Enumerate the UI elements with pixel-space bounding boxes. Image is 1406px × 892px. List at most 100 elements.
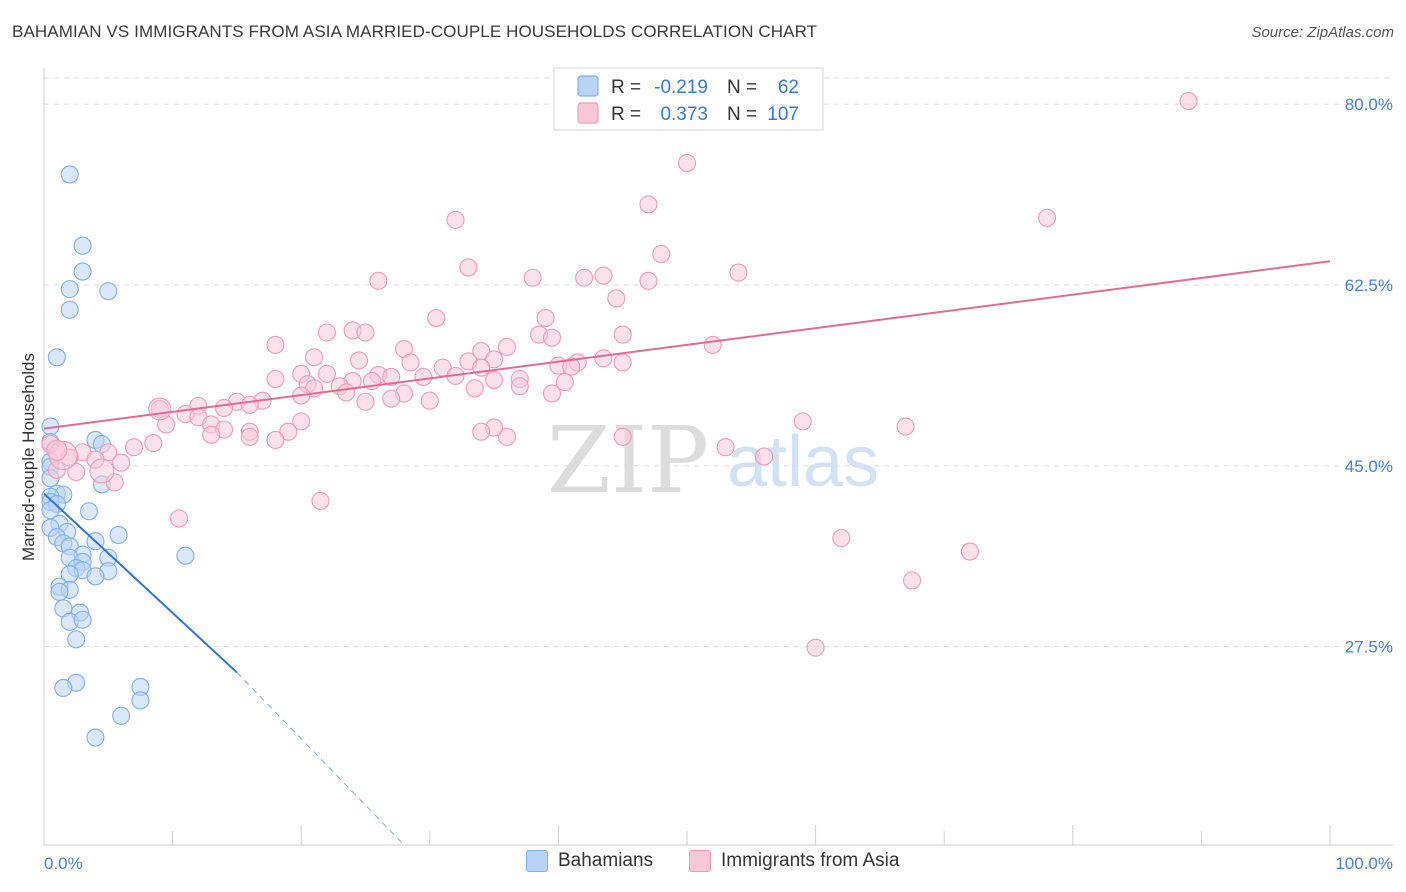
- data-point: [317, 323, 336, 342]
- legend-n-label-bahamians: N =: [727, 77, 757, 98]
- data-point: [832, 529, 851, 548]
- data-point: [169, 509, 189, 528]
- data-point: [446, 210, 465, 229]
- data-point: [575, 268, 594, 287]
- data-point: [562, 357, 581, 376]
- data-point: [89, 458, 115, 484]
- data-point: [1038, 208, 1057, 227]
- data-point: [639, 271, 658, 290]
- data-point: [1179, 92, 1198, 111]
- legend-color-bahamians: [526, 850, 548, 872]
- data-point: [607, 289, 626, 308]
- data-point: [613, 353, 632, 372]
- trend-line-immigrants-from-asia: [43, 260, 1331, 430]
- data-point: [793, 412, 812, 431]
- data-point: [414, 367, 433, 386]
- trend-line-bahamians-extension: [236, 672, 405, 846]
- data-point: [60, 165, 79, 184]
- data-point: [305, 348, 324, 367]
- data-point: [144, 434, 163, 453]
- data-point: [73, 262, 92, 281]
- legend-frame: [553, 67, 824, 131]
- data-point: [703, 335, 722, 354]
- data-point: [60, 300, 79, 319]
- y-tick-label: 27.5%: [1345, 638, 1393, 657]
- legend-swatch-immigrants-from-asia: [577, 102, 599, 124]
- data-point: [148, 397, 172, 421]
- data-point: [806, 638, 825, 657]
- data-point: [86, 567, 105, 586]
- legend-r-value-immigrants-from-asia: 0.373: [660, 104, 708, 125]
- data-point: [112, 453, 131, 472]
- data-point: [202, 425, 221, 444]
- data-point: [555, 373, 574, 392]
- legend-item-immigrants-from-asia: Immigrants from Asia: [689, 850, 899, 872]
- data-point: [112, 706, 131, 725]
- data-point: [41, 501, 60, 520]
- trend-line-bahamians: [43, 492, 238, 674]
- data-point: [729, 263, 748, 282]
- data-point: [716, 438, 735, 457]
- data-point: [79, 502, 99, 521]
- source-label: Source: ZipAtlas.com: [1251, 24, 1394, 41]
- data-point: [124, 438, 144, 457]
- data-point: [472, 422, 491, 441]
- data-point: [594, 349, 613, 368]
- data-point: [337, 383, 356, 402]
- watermark-atlas: atlas: [727, 422, 879, 502]
- legend-swatch-bahamians: [577, 75, 599, 97]
- legend-label-immigrants-from-asia: Immigrants from Asia: [721, 850, 900, 871]
- data-point: [960, 542, 979, 561]
- legend-n-label-immigrants-from-asia: N =: [727, 104, 757, 125]
- series-legend: Bahamians Immigrants from Asia: [0, 850, 1406, 880]
- data-point: [214, 398, 234, 417]
- correlation-legend: R = -0.219 N = 62 R = 0.373 N = 107: [553, 67, 824, 131]
- data-point: [542, 328, 562, 347]
- grid-lines: [44, 77, 1393, 648]
- data-point: [46, 439, 68, 461]
- data-point: [292, 412, 311, 431]
- data-point: [131, 691, 150, 710]
- data-point: [613, 427, 632, 446]
- data-point: [639, 195, 658, 214]
- data-point: [485, 370, 504, 390]
- legend-r-value-bahamians: -0.219: [654, 77, 708, 98]
- data-point: [677, 154, 697, 173]
- data-point: [47, 348, 66, 367]
- data-point: [279, 422, 298, 441]
- data-point: [356, 392, 375, 411]
- trend-lines: [43, 260, 1331, 846]
- chart-title: BAHAMIAN VS IMMIGRANTS FROM ASIA MARRIED…: [12, 22, 818, 41]
- watermark-zip: ZIP: [547, 407, 709, 514]
- data-point: [50, 582, 69, 601]
- data-point: [266, 430, 285, 450]
- data-point: [465, 379, 484, 398]
- data-point: [60, 280, 79, 299]
- legend-item-bahamians: Bahamians: [526, 850, 653, 872]
- data-point: [240, 395, 259, 414]
- legend-label-bahamians: Bahamians: [558, 850, 654, 871]
- legend-n-value-bahamians: 62: [778, 77, 799, 98]
- data-point: [176, 546, 195, 565]
- data-point: [896, 417, 915, 436]
- data-point: [472, 358, 491, 377]
- data-point: [266, 369, 285, 389]
- data-point: [382, 367, 401, 386]
- data-point: [613, 325, 632, 344]
- data-point: [54, 678, 73, 697]
- y-axis-label: Married-couple Households: [19, 353, 38, 561]
- data-point: [350, 351, 369, 370]
- data-point: [99, 282, 118, 301]
- x-tick-label-max: 100.0%: [1335, 854, 1393, 873]
- x-axis-ticks: [43, 825, 1331, 845]
- y-tick-label: 45.0%: [1345, 457, 1393, 476]
- data-point: [427, 308, 446, 328]
- data-point: [382, 389, 401, 408]
- data-point: [510, 377, 529, 396]
- legend-r-label-immigrants-from-asia: R =: [611, 104, 641, 125]
- legend-n-value-immigrants-from-asia: 107: [767, 104, 799, 125]
- data-point: [420, 391, 439, 410]
- data-point: [485, 350, 504, 369]
- data-point: [317, 364, 336, 383]
